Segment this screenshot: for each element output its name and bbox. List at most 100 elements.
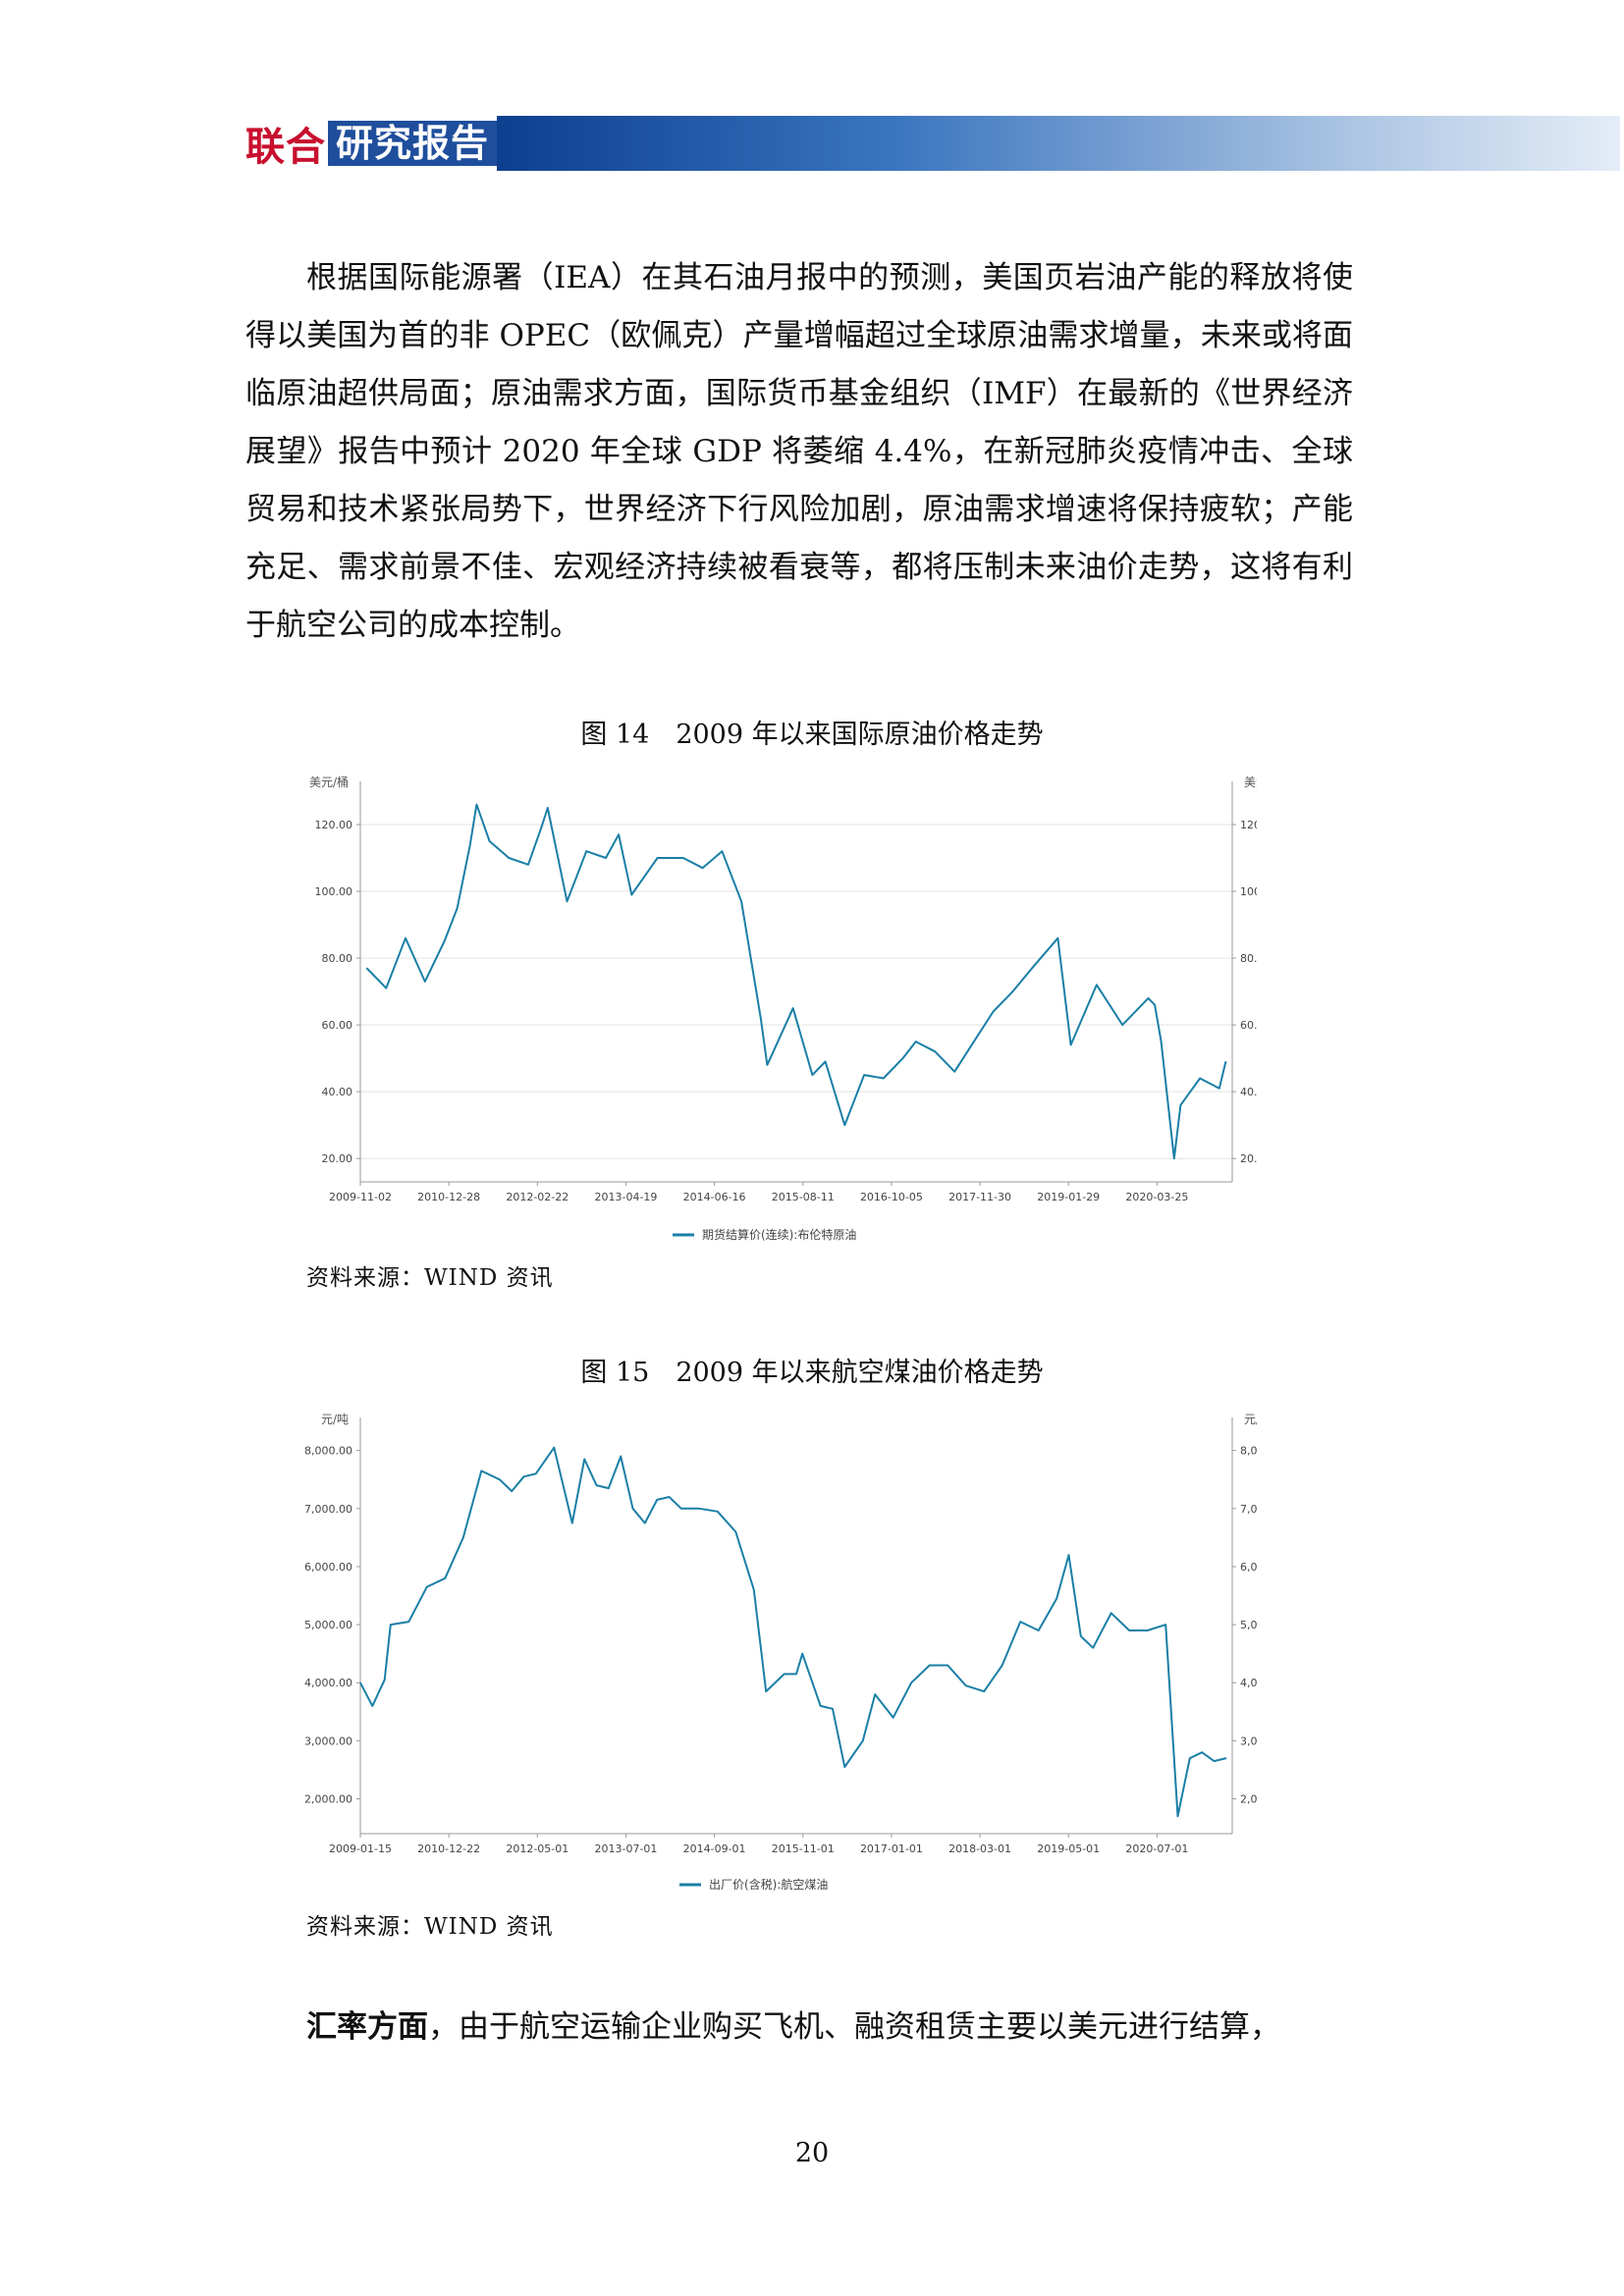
x-tick-label: 2013-07-01 [594,1842,657,1855]
crude-oil-chart-svg: 美元/桶 美元/桶 20.00 20.00 40.00 40.00 60.00 60.00 80… [309,774,1283,1242]
series-line-brent [365,803,1227,1160]
data-point [825,1060,827,1063]
data-point [1092,1647,1094,1649]
brand-red-text: 联合 [245,125,326,170]
y-tick-label-right: 5,000.00 [1240,1619,1257,1631]
data-point [480,1469,482,1471]
data-point [753,1589,755,1591]
data-point [390,1624,392,1626]
y-tick-label-right: 7,000.00 [1240,1503,1257,1516]
data-point [765,1690,767,1692]
data-point [1201,1751,1203,1753]
data-point [1080,1635,1082,1637]
x-tick-label: 2009-11-02 [329,1191,392,1203]
data-point [668,1496,671,1498]
brand-logo: 联合 研究报告 [245,120,498,170]
y-axis-unit-left: 元/吨 [321,1413,349,1426]
data-point [359,1682,361,1683]
data-point [1110,1612,1112,1614]
x-tick-label: 2017-01-01 [860,1842,923,1855]
data-point [784,1673,785,1675]
x-tick-label: 2019-01-29 [1037,1191,1100,1203]
data-point [1218,1088,1220,1090]
data-point [508,857,510,859]
data-point [717,1511,719,1513]
x-tick-label: 2015-11-01 [772,1842,835,1855]
data-point [993,1010,995,1013]
y-tick-label-right: 3,000.00 [1240,1735,1257,1747]
data-point [973,1041,975,1042]
figure-14-source: 资料来源：WIND 资讯 [306,1265,554,1291]
data-point [953,1071,955,1073]
x-tick-label: 2013-04-19 [594,1191,657,1203]
data-point [499,1478,501,1480]
data-point [1154,1004,1156,1006]
y-tick-label-left: 120.00 [315,819,353,831]
x-tick-label: 2015-08-11 [772,1191,835,1203]
x-tick-label: 2014-09-01 [683,1842,746,1855]
y-axis-unit-right: 元/吨 [1244,1413,1257,1426]
data-point [795,1673,797,1675]
report-header: 联合 研究报告 [245,116,1620,171]
data-point [644,1522,646,1524]
data-point [1121,1024,1123,1026]
data-point [1161,1041,1163,1042]
y-tick-label-right: 6,000.00 [1240,1561,1257,1574]
data-point [608,1487,610,1489]
x-tick-label: 2012-05-01 [506,1842,568,1855]
y-tick-label-right: 120.00 [1240,819,1257,831]
y-tick-label-right: 2,000.00 [1240,1793,1257,1806]
data-point [1067,1554,1070,1556]
data-point [583,1458,585,1461]
y-tick-label-right: 20.00 [1240,1152,1257,1165]
data-point [630,893,632,896]
y-tick-label-right: 60.00 [1240,1019,1257,1032]
data-point [405,937,406,939]
x-tick-label: 2017-11-30 [948,1191,1011,1203]
data-point [1056,1597,1057,1600]
body-paragraph-1: 根据国际能源署（IEA）在其石油月报中的预测，美国页岩油产能的释放将使得以美国为… [245,249,1353,655]
data-point [620,1455,622,1458]
data-point [571,1522,573,1524]
y-tick-label-right: 80.00 [1240,952,1257,965]
data-point [371,1705,373,1707]
data-point [1147,997,1150,999]
data-point [915,1041,917,1042]
data-point [1147,1629,1149,1631]
data-point [682,857,684,859]
data-point [631,1508,634,1510]
data-point [384,1679,386,1681]
figure-15-caption: 图 15 2009 年以来航空煤油价格走势 [580,1358,1044,1388]
data-point [527,864,529,866]
y-axis-unit-left: 美元/桶 [309,774,349,789]
page-number: 20 [794,2138,830,2168]
data-point [760,1017,762,1019]
y-tick-label-left: 40.00 [322,1086,353,1098]
y-tick-label-left: 80.00 [322,952,353,965]
data-point [595,1484,598,1486]
data-point [426,1586,428,1588]
y-tick-label-left: 7,000.00 [304,1503,352,1516]
data-point [1213,1760,1216,1762]
y-tick-label-right: 8,000.00 [1240,1445,1257,1458]
data-point [874,1693,876,1695]
y-tick-label-right: 4,000.00 [1240,1677,1257,1689]
data-point [811,1074,814,1076]
data-point [444,1577,446,1579]
y-tick-label-left: 8,000.00 [304,1445,352,1458]
data-point [766,1064,768,1066]
data-point [1199,1077,1201,1080]
data-point [1019,1621,1021,1623]
data-point [1179,1104,1181,1106]
y-tick-label-right: 100.00 [1240,885,1257,898]
data-point [553,1447,555,1449]
data-point [618,833,620,835]
data-point [457,907,459,909]
jet-fuel-price-chart: 元/吨 元/吨 2,000.00 2,000.00 3,000.00 3,000.00 4,… [295,1400,1288,1904]
x-tick-label: 2014-06-16 [683,1191,746,1203]
data-point [424,981,426,983]
y-tick-label-left: 6,000.00 [304,1561,352,1574]
y-tick-label-left: 3,000.00 [304,1735,352,1747]
jet-fuel-chart-svg: 元/吨 元/吨 2,000.00 2,000.00 3,000.00 3,000.00 4,… [304,1413,1288,1892]
data-point [656,1499,658,1501]
